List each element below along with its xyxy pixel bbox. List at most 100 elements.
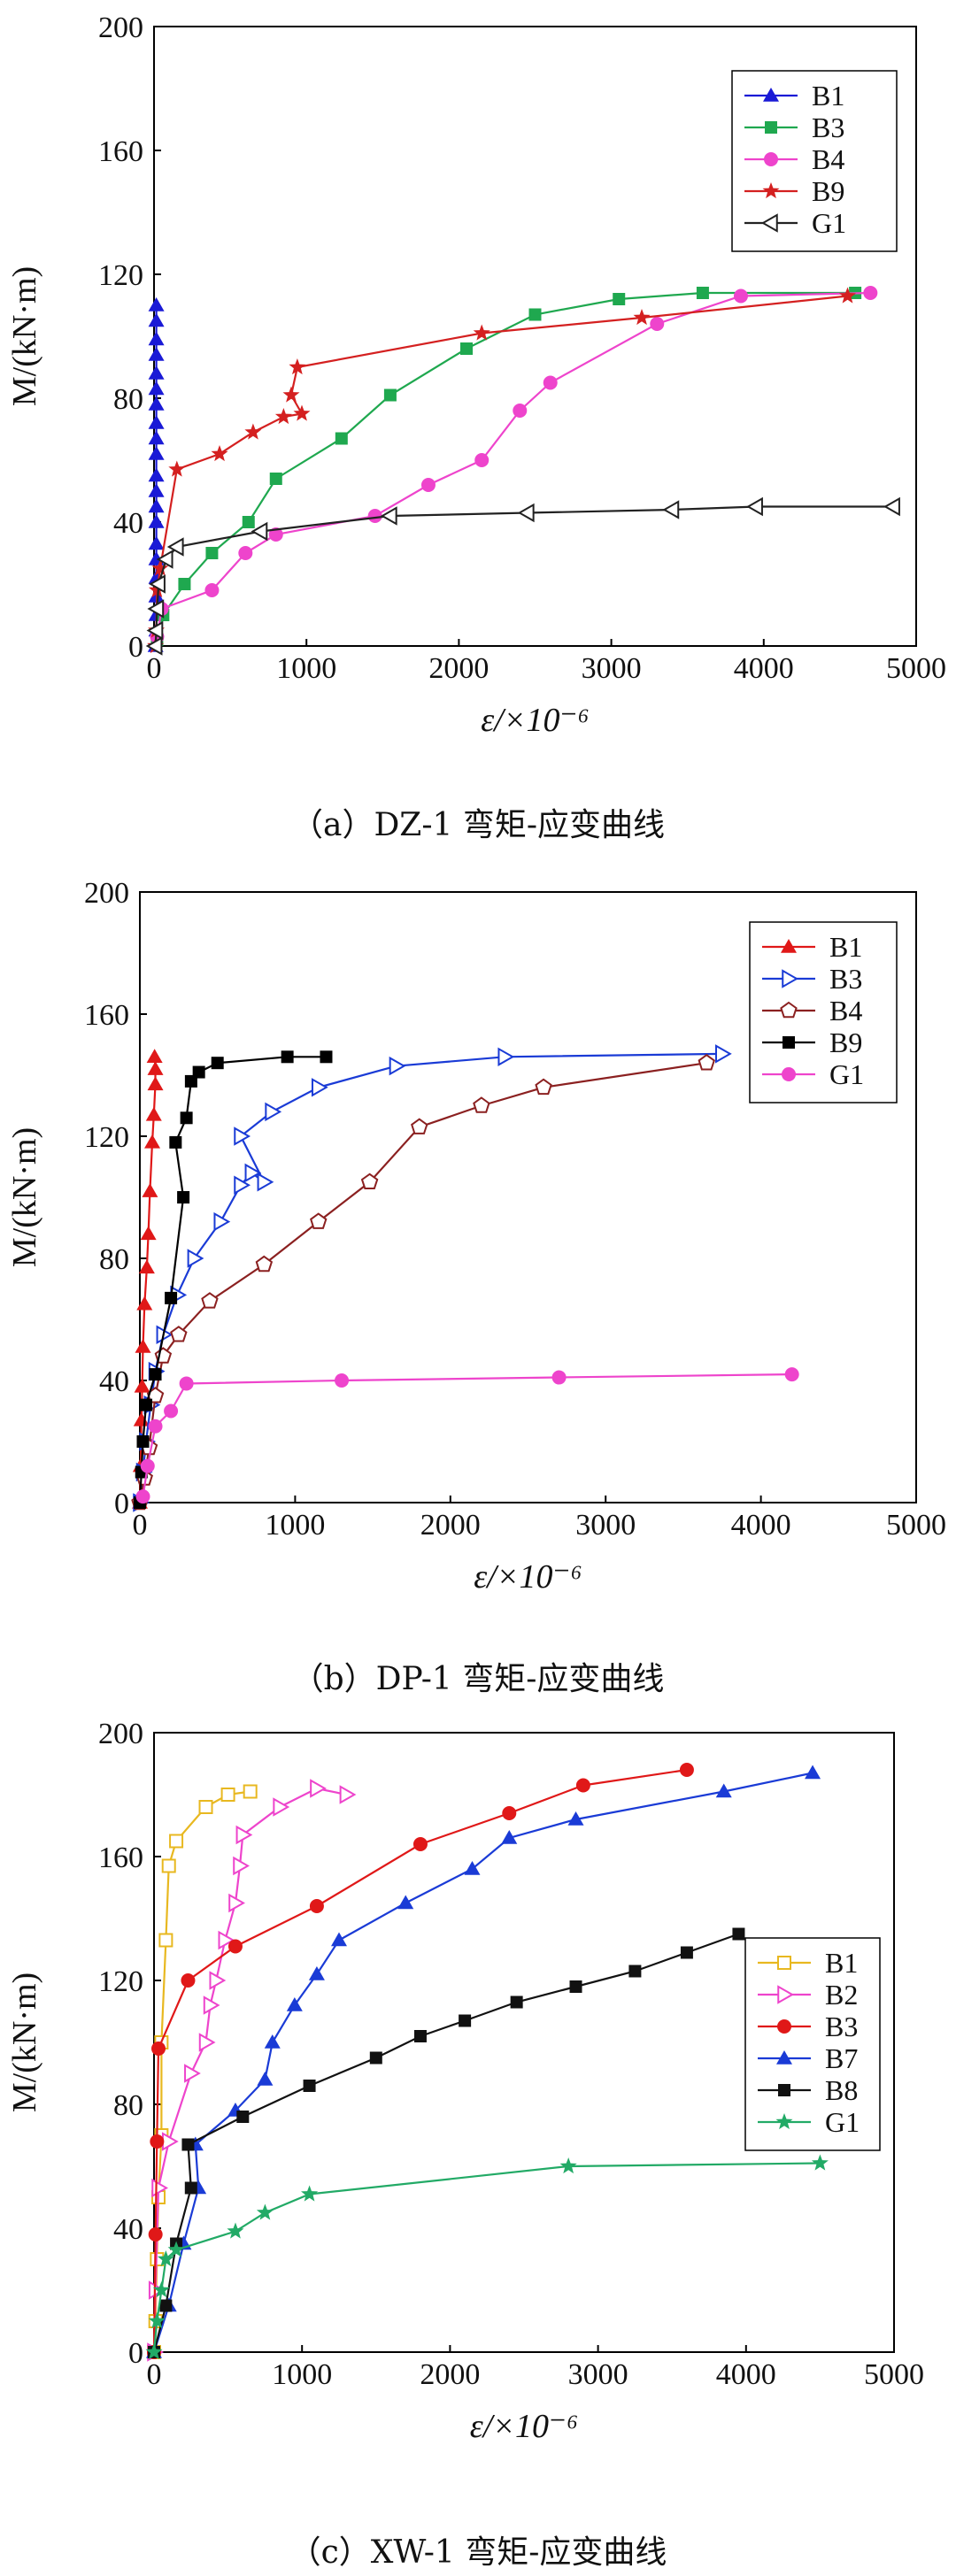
- chart2-series-g1: [145, 2154, 829, 2360]
- chart0-legend-label: B9: [812, 175, 844, 207]
- chart2-data-point: [811, 2154, 829, 2171]
- chart0-data-point: [244, 423, 262, 440]
- chart2-data-point: [397, 1895, 414, 1910]
- chart2-data-point: [181, 2138, 195, 2151]
- chart2-data-point: [715, 1783, 732, 1798]
- chart0-y-tick-label: 200: [98, 12, 143, 44]
- chart2-data-point: [220, 1788, 235, 1802]
- chart1-data-point: [192, 1065, 205, 1079]
- chart1-series-g1: [135, 1367, 799, 1504]
- chart2-data-point: [501, 1830, 518, 1844]
- chart0-series-line: [156, 291, 856, 641]
- chart1-plot-frame: [139, 891, 917, 1503]
- chart1-legend-label: B1: [829, 931, 862, 963]
- chart2-data-point: [679, 1763, 694, 1777]
- chart1-data-point: [170, 1326, 188, 1342]
- chart1-data-point: [244, 1163, 262, 1183]
- chart2-data-point: [184, 2064, 201, 2083]
- chart1-x-tick-label: 0: [133, 1509, 148, 1542]
- chart2-data-point: [227, 1939, 243, 1954]
- chart0-data-point: [367, 509, 382, 523]
- chart0-legend-label: G1: [812, 207, 846, 239]
- chart0-data-point: [148, 483, 165, 497]
- chart2-data-point: [209, 1971, 227, 1990]
- chart2-data-point: [159, 2299, 173, 2312]
- chart2-data-point: [331, 1932, 347, 1947]
- chart1-data-point: [145, 1106, 162, 1121]
- chart1-x-tick-label: 5000: [886, 1509, 946, 1542]
- chart-dz1: 0 1000 2000 3000 4000 5000 0 40 80 120 160 200 ε/×10…: [6, 12, 946, 739]
- chart1-data-point: [187, 1249, 204, 1268]
- chart2-series-b8: [148, 1927, 745, 2358]
- chart2-series-line: [152, 1933, 739, 2353]
- chart0-data-point: [696, 287, 709, 299]
- chart1-data-point: [138, 1259, 155, 1274]
- chart1-data-point: [265, 1102, 282, 1122]
- chart0-legend-swatch-marker: [763, 88, 779, 102]
- chart1-y-tick-label: 80: [99, 1243, 129, 1276]
- chart2-data-point: [273, 1797, 290, 1817]
- chart2-legend-box: [744, 1937, 881, 2151]
- caption-b: （b）DP-1 弯矩-应变曲线: [291, 1661, 665, 1697]
- chart1-data-point: [144, 1134, 161, 1149]
- chart1-data-point: [411, 1118, 428, 1134]
- chart0-series-b3: [150, 287, 862, 646]
- chart1-data-point: [257, 1173, 274, 1192]
- chart1-data-point: [473, 1096, 490, 1113]
- chart0-data-point: [168, 460, 186, 477]
- chart2-legend-label: B3: [825, 2011, 858, 2042]
- chart2-data-point: [309, 1899, 324, 1913]
- chart2-data-point: [559, 2157, 577, 2174]
- chart2-x-tick-label: 1000: [272, 2358, 332, 2391]
- chart1-data-point: [142, 1183, 158, 1197]
- chart1-data-point: [146, 1049, 163, 1064]
- chart0-data-point: [148, 381, 165, 396]
- chart0-data-point: [166, 537, 184, 557]
- chart1-series-b4: [131, 1053, 715, 1511]
- chart2-data-point: [257, 2072, 274, 2086]
- chart2-data-point: [203, 1995, 220, 2015]
- chart2-data-point: [567, 1811, 584, 1826]
- chart1-data-point: [147, 1076, 164, 1091]
- chart1-legend-swatch-marker: [783, 1036, 795, 1049]
- chart0-series-g1: [145, 496, 900, 656]
- chart2-data-point: [236, 2111, 250, 2123]
- chart0-x-tick-label: 3000: [582, 652, 642, 685]
- chart2-y-tick-label: 200: [98, 1718, 143, 1750]
- chart1-legend-swatch-marker: [780, 1001, 798, 1019]
- chart1-data-point: [211, 1057, 224, 1070]
- chart0-legend-label: B4: [812, 143, 844, 175]
- chart0-data-point: [238, 546, 253, 560]
- chart2-data-point: [256, 2203, 274, 2220]
- caption-c: （c）XW-1 弯矩-应变曲线: [289, 2534, 667, 2571]
- chart2-data-point: [569, 1980, 582, 1993]
- chart0-y-tick-label: 80: [113, 383, 143, 416]
- chart1-data-point: [551, 1370, 567, 1385]
- chart2-data-point: [464, 1861, 481, 1875]
- chart2-data-point: [303, 2080, 316, 2092]
- chart2-data-point: [150, 2134, 165, 2149]
- chart1-data-point: [164, 1403, 179, 1419]
- chart1-data-point: [715, 1044, 732, 1064]
- chart0-data-point: [211, 445, 228, 462]
- chart2-data-point: [233, 1856, 250, 1876]
- chart0-legend-label: B3: [812, 111, 844, 143]
- chart0-data-point: [156, 550, 173, 569]
- chart2-x-tick-label: 3000: [568, 2358, 628, 2391]
- chart0-legend-swatch-marker: [760, 213, 778, 233]
- chart0-data-point: [148, 396, 165, 411]
- chart2-legend-label: B8: [825, 2074, 858, 2106]
- chart1-data-point: [234, 1127, 251, 1146]
- chart0-data-point: [148, 581, 166, 598]
- chart2-data-point: [151, 2042, 166, 2056]
- chart2-data-point: [369, 2051, 382, 2065]
- chart0-data-point: [148, 535, 165, 550]
- chart0-data-point: [293, 404, 311, 421]
- chart0-data-point: [251, 521, 268, 542]
- chart2-plot-frame: [153, 1732, 895, 2353]
- chart2-data-point: [412, 1837, 428, 1851]
- chart1-x-axis-label: ε/×10⁻⁶: [474, 1558, 582, 1596]
- chart0-legend-box: [731, 70, 898, 252]
